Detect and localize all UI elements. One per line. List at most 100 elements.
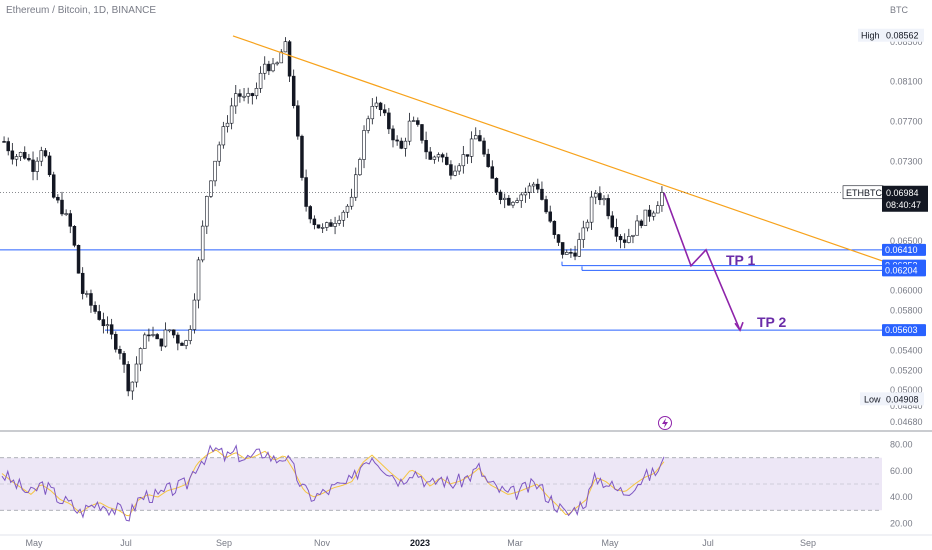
x-label-6: May [601, 538, 619, 548]
candle-body [511, 202, 515, 206]
rsi-ma-line [1, 449, 665, 517]
x-label-4: 2023 [410, 538, 430, 548]
candle-body [593, 193, 598, 198]
candle-body [565, 252, 569, 255]
candle-body [606, 198, 610, 217]
candle-body [291, 75, 296, 106]
candle-body [267, 63, 271, 72]
candle-body [461, 154, 466, 167]
candle-body [205, 196, 209, 227]
x-label-0: May [25, 538, 43, 548]
tp1-label: TP 1 [726, 252, 756, 268]
rsi-line [1, 444, 665, 522]
candle-body [114, 333, 118, 350]
candle-body [399, 140, 404, 149]
candle-body [366, 118, 370, 131]
high-badge [858, 28, 924, 42]
candle-body [18, 152, 23, 157]
candle-body [43, 150, 48, 157]
candle-body [27, 157, 31, 161]
candle-body [519, 194, 524, 201]
candle-body [635, 220, 639, 236]
candle-body [76, 244, 81, 274]
candle-body [279, 51, 284, 64]
candle-body [2, 141, 6, 143]
low-label: Low [864, 394, 881, 404]
candle-body [656, 205, 660, 214]
candle-body [68, 213, 73, 227]
projection-arrowhead [734, 321, 744, 332]
candle-body [312, 218, 317, 226]
candle-body [60, 199, 64, 215]
candle-body [370, 105, 375, 120]
candle-body [275, 62, 279, 65]
trendline [232, 35, 883, 262]
level-label-0: 0.06410 [885, 245, 918, 255]
candle-body [64, 213, 68, 215]
rsi-tick-2: 40.00 [890, 492, 913, 502]
candle-body [548, 211, 552, 222]
candle-body [482, 140, 486, 155]
level-badge-3 [882, 324, 926, 337]
price-tick-3: 0.07300 [890, 156, 923, 166]
x-label-7: Jul [702, 538, 714, 548]
candle-body [134, 363, 139, 383]
price-tick-1: 0.08100 [890, 77, 923, 87]
low-value: 0.04908 [886, 394, 919, 404]
price-tick-9: 0.05200 [890, 365, 923, 375]
candle-body [639, 220, 643, 226]
candle-body [540, 188, 544, 200]
candle-body [436, 154, 441, 158]
candle-body [333, 223, 337, 227]
candle-body [246, 93, 250, 97]
candle-body [486, 153, 490, 167]
candle-body [118, 349, 122, 354]
candle-body [560, 242, 565, 255]
x-label-2: Sep [216, 538, 232, 548]
candle-body [283, 41, 288, 53]
candle-body [362, 130, 366, 160]
level-label-3: 0.05603 [885, 325, 918, 335]
rsi-tick-3: 20.00 [890, 518, 913, 528]
candle-body [411, 120, 416, 122]
candle-body [163, 329, 168, 347]
candle-body [498, 191, 503, 200]
candle-body [167, 329, 172, 332]
candle-body [316, 224, 321, 229]
candle-body [552, 220, 557, 235]
price-tick-5: 0.06500 [890, 236, 923, 246]
symbol-label: ETHBTC [846, 188, 883, 198]
price-tick-10: 0.05000 [890, 385, 923, 395]
candle-body [407, 120, 412, 142]
price-tick-2: 0.07700 [890, 117, 923, 127]
candle-body [453, 170, 457, 176]
candle-body [420, 124, 424, 141]
candle-body [325, 222, 329, 228]
candle-body [345, 205, 350, 213]
candle-body [643, 209, 648, 226]
candle-body [14, 156, 19, 160]
candle-body [614, 227, 619, 237]
candle-body [320, 227, 325, 229]
candle-body [569, 252, 573, 254]
candle-body [51, 174, 56, 198]
candle-body [196, 259, 201, 301]
high-label: High [861, 31, 880, 41]
candle-body [395, 139, 399, 142]
candle-body [262, 63, 267, 74]
level-label-2: 0.06204 [885, 265, 918, 275]
candle-body [502, 197, 507, 200]
candle-body [610, 215, 615, 228]
candle-body [651, 212, 656, 217]
candle-body [354, 174, 358, 198]
candle-body [242, 95, 246, 98]
candle-body [221, 126, 226, 146]
candle-body [387, 112, 391, 130]
candle-body [109, 324, 114, 335]
x-label-5: Mar [507, 538, 523, 548]
x-label-8: Sep [800, 538, 816, 548]
candle-body [142, 334, 147, 349]
candle-body [225, 122, 230, 127]
candle-body [457, 165, 461, 172]
